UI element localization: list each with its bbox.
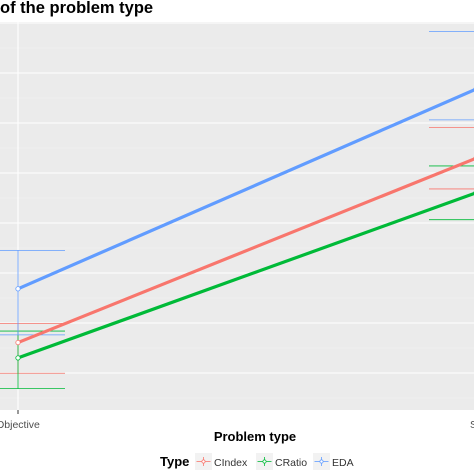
data-point-cindex — [15, 339, 21, 346]
legend-label-eda: EDA — [332, 457, 354, 469]
legend-key-point — [201, 459, 206, 464]
legend-label-cindex: CIndex — [214, 457, 248, 469]
legend-label-cratio: CRatio — [275, 457, 307, 469]
chart-title: of the problem type — [0, 0, 154, 17]
series-line-cratio — [17, 191, 474, 360]
series-lines — [17, 88, 474, 360]
data-point-eda — [15, 286, 21, 292]
x-tick-labels: Objective S — [0, 419, 474, 431]
series-line-eda — [17, 88, 474, 291]
panel-background — [0, 22, 474, 410]
data-points — [15, 87, 474, 361]
x-axis-label: Problem type — [214, 429, 296, 444]
legend-title: Type — [160, 454, 189, 469]
x-tick-label: Objective — [0, 419, 40, 431]
legend-key-point — [262, 459, 267, 464]
legend: Type CIndex CRatio EDA — [160, 453, 354, 470]
x-tick-label: S — [470, 419, 474, 431]
x-axis-ticks — [17, 410, 19, 414]
data-point-cratio — [15, 355, 21, 361]
legend-key-point — [319, 459, 324, 464]
series-line-cindex — [17, 157, 474, 345]
